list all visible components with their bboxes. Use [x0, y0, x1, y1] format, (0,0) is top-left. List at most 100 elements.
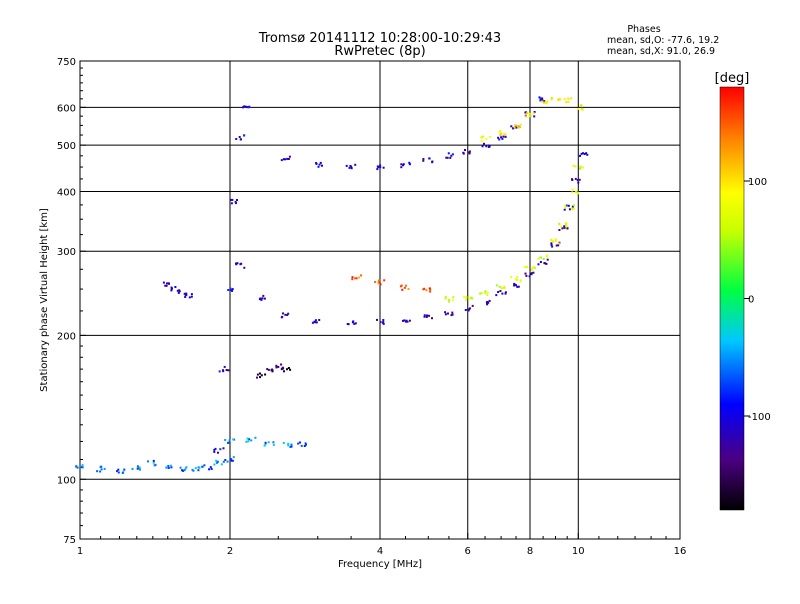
phases-heading: Phases: [627, 24, 660, 35]
echo-point: [525, 115, 527, 118]
echo-point: [379, 166, 382, 169]
echo-point: [348, 166, 351, 169]
echo-point: [238, 136, 241, 138]
echo-point: [504, 133, 507, 136]
echo-point: [80, 466, 83, 469]
echo-point: [185, 294, 188, 296]
echo-point: [400, 163, 403, 166]
echo-point: [263, 444, 266, 447]
echo-point: [75, 465, 78, 468]
echo-point: [351, 276, 354, 279]
echo-point: [487, 144, 490, 147]
echo-point: [351, 278, 354, 281]
echo-point: [283, 370, 285, 373]
echo-point: [267, 441, 270, 444]
echo-point: [450, 154, 453, 157]
echo-point: [287, 312, 290, 315]
echo-point: [229, 287, 232, 290]
echo-point: [169, 464, 172, 467]
echo-point: [194, 467, 197, 470]
echo-point: [550, 244, 553, 246]
colorbar: [719, 86, 745, 511]
echo-point: [208, 468, 211, 471]
echo-point: [297, 442, 300, 445]
echo-point: [287, 367, 290, 369]
echo-point: [165, 284, 168, 287]
echo-point: [586, 153, 589, 156]
x-axis-label: Frequency [MHz]: [338, 559, 422, 570]
echo-point: [550, 98, 553, 101]
echo-point: [513, 283, 516, 286]
echo-point: [232, 456, 235, 459]
echo-point: [574, 177, 577, 180]
echo-point: [514, 124, 517, 127]
echo-point: [537, 263, 540, 266]
echo-point: [379, 283, 382, 286]
echo-point: [382, 322, 385, 325]
data-points: [75, 96, 589, 474]
echo-point: [468, 297, 471, 300]
echo-point: [282, 158, 285, 161]
echo-point: [501, 292, 504, 295]
echo-point: [546, 101, 549, 104]
echo-point: [489, 135, 491, 138]
echo-point: [482, 135, 485, 138]
echo-point: [565, 204, 568, 207]
echo-point: [209, 466, 212, 469]
echo-point: [321, 164, 323, 167]
echo-point: [123, 468, 126, 471]
echo-point: [447, 312, 449, 315]
echo-point: [495, 284, 498, 287]
echo-point: [480, 292, 483, 295]
echo-point: [554, 238, 557, 241]
echo-point: [377, 166, 380, 169]
echo-point: [486, 303, 489, 306]
y-tick-label: 400: [57, 187, 76, 198]
colorbar-label: [deg]: [715, 71, 750, 86]
x-tick-label: 2: [227, 546, 233, 557]
echo-point: [533, 111, 536, 113]
axes-ticks: 1 2 4 6 8 10 16 75 100 200 300 400 500 600 750: [57, 57, 686, 557]
echo-point: [519, 123, 522, 126]
echo-point: [512, 127, 515, 130]
echo-point: [532, 112, 535, 115]
echo-point: [350, 165, 353, 168]
echo-point: [577, 107, 580, 110]
echo-point: [543, 100, 546, 103]
echo-point: [563, 98, 566, 101]
echo-point: [227, 441, 229, 444]
echo-point: [247, 106, 250, 109]
echo-point: [451, 311, 454, 314]
echo-point: [376, 318, 378, 321]
echo-point: [428, 287, 431, 290]
x-tick-label: 6: [465, 546, 471, 557]
echo-point: [272, 441, 275, 444]
echo-point: [579, 154, 581, 157]
echo-point: [166, 282, 168, 285]
echo-point: [99, 470, 102, 473]
echo-point: [485, 145, 488, 148]
echo-point: [565, 223, 567, 226]
echo-point: [122, 470, 125, 473]
echo-point: [504, 291, 507, 294]
echo-point: [280, 363, 283, 366]
echo-point: [451, 153, 454, 156]
echo-point: [179, 466, 182, 469]
echo-point: [484, 292, 487, 295]
echo-point: [170, 287, 173, 290]
echo-point: [530, 268, 533, 271]
phase-stats-o: mean, sd,O: -77.6, 19.2: [607, 35, 719, 46]
echo-point: [579, 104, 582, 107]
echo-point: [526, 266, 529, 268]
echo-point: [153, 464, 156, 466]
echo-point: [551, 239, 554, 242]
echo-point: [232, 459, 234, 462]
echo-point: [514, 278, 517, 281]
echo-point: [228, 439, 231, 442]
echo-point: [557, 244, 560, 247]
echo-point: [399, 285, 402, 288]
echo-point: [571, 191, 574, 194]
echo-point: [444, 295, 447, 298]
echo-point: [282, 442, 285, 444]
echo-point: [272, 443, 275, 446]
